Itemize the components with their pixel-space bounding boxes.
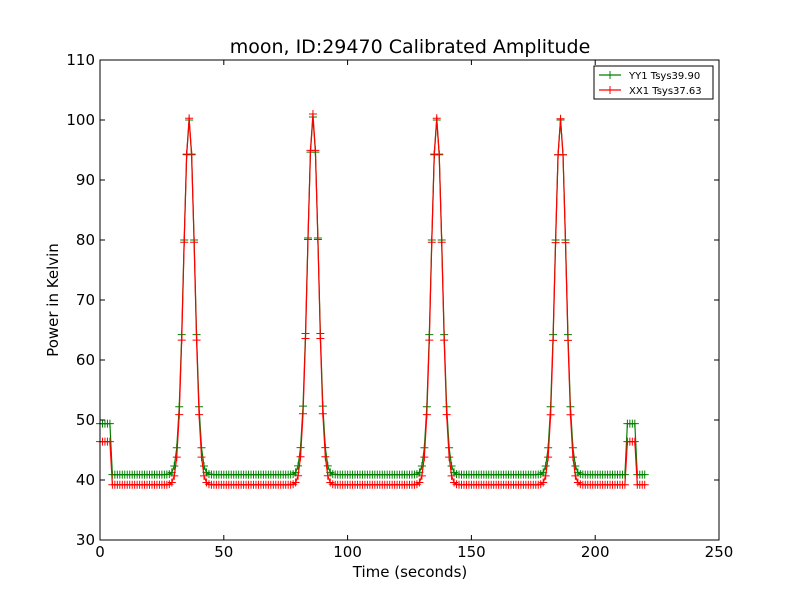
series-2-point <box>190 238 199 247</box>
series-2-point <box>559 150 568 159</box>
x-tick-label: 250 <box>705 543 734 561</box>
series-2-point <box>442 410 451 419</box>
chart-title: moon, ID:29470 Calibrated Amplitude <box>230 36 591 58</box>
series-2-point <box>551 238 560 247</box>
series-2-point <box>172 453 181 462</box>
series-2-point <box>301 334 310 343</box>
series-2-point <box>539 478 548 487</box>
series-1-point <box>630 419 639 428</box>
series-2-point <box>323 471 332 480</box>
x-tick-label: 50 <box>214 543 233 561</box>
series-2-point <box>435 150 444 159</box>
series-2-point <box>105 437 114 446</box>
series-2-point <box>321 452 330 461</box>
series-2-point <box>544 453 553 462</box>
axes: 0 50 100 150 200 250 30 40 50 60 70 80 90 100 110 <box>66 51 733 561</box>
x-axis-label: Time (seconds) <box>352 563 468 581</box>
series-2-point <box>556 114 565 123</box>
y-tick-label: 60 <box>76 351 95 369</box>
series-2-point <box>167 478 176 487</box>
series-2-point <box>427 238 436 247</box>
series-2-point <box>561 238 570 247</box>
series-2-point <box>316 334 325 343</box>
y-axis-label: Power in Kelvin <box>44 243 62 357</box>
series-1-point <box>417 461 426 470</box>
legend-marker <box>606 71 614 79</box>
legend: YY1 Tsys39.90 XX1 Tsys37.63 <box>593 65 714 100</box>
series-2-point <box>415 478 424 487</box>
y-tick-label: 90 <box>76 171 95 189</box>
series-2-point <box>420 453 429 462</box>
y-tick-label: 70 <box>76 291 95 309</box>
series-1-point <box>323 461 332 470</box>
series-2-point <box>313 235 322 244</box>
series-2-point <box>445 453 454 462</box>
series-2-point <box>303 235 312 244</box>
series-2-point <box>197 453 206 462</box>
y-tick-label: 50 <box>76 411 95 429</box>
series-2-point <box>440 336 449 345</box>
plot-area <box>96 110 649 489</box>
x-tick-label: 100 <box>333 543 362 561</box>
series-2-point <box>630 437 639 446</box>
series-2-point <box>170 471 179 480</box>
x-tick-label: 0 <box>95 543 105 561</box>
series-2-point <box>192 336 201 345</box>
series-2-point <box>566 410 575 419</box>
series-1-point <box>199 461 208 470</box>
y-tick-label: 80 <box>76 231 95 249</box>
series-1-point <box>170 461 179 470</box>
legend-marker <box>606 86 614 94</box>
y-tick-label: 100 <box>66 111 95 129</box>
series-2-point <box>417 471 426 480</box>
series-2-point <box>425 336 434 345</box>
series-2-point <box>294 471 303 480</box>
series-2-point <box>308 110 317 118</box>
x-tick-label: 150 <box>457 543 486 561</box>
series-2-point <box>291 478 300 487</box>
series-2-point <box>318 409 327 418</box>
series-2-point <box>187 150 196 159</box>
y-tick-label: 40 <box>76 471 95 489</box>
series-2-point <box>620 480 629 489</box>
series-2-point <box>432 114 441 123</box>
y-tick-label: 110 <box>66 51 95 69</box>
series-1-point <box>541 461 550 470</box>
series-2-point <box>180 238 189 247</box>
series-2-point <box>177 336 186 345</box>
series-1-point <box>571 461 580 470</box>
series-2-point <box>299 409 308 418</box>
y-tick-label: 30 <box>76 531 95 549</box>
series-1-point <box>105 419 114 428</box>
series-1-point <box>294 461 303 470</box>
series-2-point <box>563 336 572 345</box>
legend-label-2: XX1 Tsys37.63 <box>629 86 702 97</box>
series-1-point <box>640 470 649 479</box>
series-2-point <box>549 336 558 345</box>
series-2-point <box>437 238 446 247</box>
series-2-point <box>447 471 456 480</box>
series-2-point <box>175 410 184 419</box>
series-2-point <box>568 453 577 462</box>
series-2-point <box>640 480 649 489</box>
legend-box <box>593 65 714 100</box>
series-2-point <box>199 471 208 480</box>
series-2-point <box>311 146 320 155</box>
series-2-point <box>541 471 550 480</box>
series-2-point <box>422 410 431 419</box>
series-2-point <box>296 452 305 461</box>
series-1-point <box>447 461 456 470</box>
series-2-point <box>546 410 555 419</box>
series-2-point <box>185 114 194 123</box>
series-2-point <box>195 410 204 419</box>
series-2-point <box>571 471 580 480</box>
x-tick-label: 200 <box>581 543 610 561</box>
legend-label-1: YY1 Tsys39.90 <box>628 71 700 82</box>
